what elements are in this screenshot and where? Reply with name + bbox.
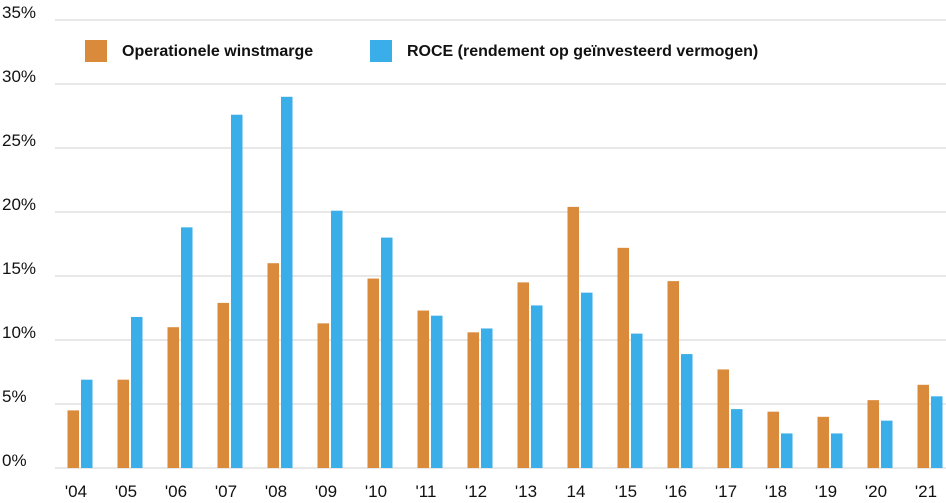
x-tick-label: '16	[665, 482, 687, 501]
x-tick-label: '20	[865, 482, 887, 501]
x-tick-label: '09	[315, 482, 337, 501]
bar	[231, 114, 243, 468]
bar	[817, 416, 829, 468]
bar	[381, 237, 393, 468]
y-tick-label: 30%	[2, 67, 36, 86]
bar	[281, 96, 293, 469]
x-tick-label: '06	[165, 482, 187, 501]
y-tick-label: 20%	[2, 195, 36, 214]
legend-label: ROCE (rendement op geïnvesteerd vermogen…	[407, 43, 758, 60]
bar	[567, 206, 579, 468]
bar	[667, 281, 679, 468]
y-tick-label: 5%	[2, 387, 27, 406]
bar	[367, 278, 379, 468]
bar	[481, 328, 493, 468]
bar	[631, 333, 643, 468]
bar	[717, 369, 729, 468]
x-tick-label: '05	[115, 482, 137, 501]
x-tick-label: '21	[915, 482, 937, 501]
bar	[67, 410, 79, 468]
x-tick-label: '12	[465, 482, 487, 501]
x-tick-label: '04	[65, 482, 87, 501]
legend-swatch	[370, 40, 392, 62]
bar	[167, 327, 179, 468]
bar	[531, 305, 543, 468]
x-tick-label: '13	[515, 482, 537, 501]
bar	[267, 263, 279, 468]
y-tick-label: 25%	[2, 131, 36, 150]
bar	[831, 433, 843, 468]
bar	[517, 282, 529, 468]
bar	[181, 227, 193, 468]
bar	[781, 433, 793, 468]
bar	[617, 247, 629, 468]
bar	[731, 409, 743, 468]
bar	[417, 310, 429, 468]
bar	[881, 420, 893, 468]
bar	[317, 323, 329, 468]
bar	[131, 316, 143, 468]
legend-label: Operationele winstmarge	[122, 43, 313, 60]
y-tick-label: 35%	[2, 3, 36, 22]
x-tick-label: '17	[715, 482, 737, 501]
bar	[917, 384, 929, 468]
y-tick-label: 10%	[2, 323, 36, 342]
bar	[681, 354, 693, 468]
bar	[117, 379, 129, 468]
bar	[331, 210, 343, 468]
x-tick-label: '11	[416, 482, 437, 501]
y-tick-label: 0%	[2, 451, 27, 470]
x-tick-label: 14	[567, 482, 586, 501]
bar	[81, 379, 93, 468]
x-tick-label: '07	[215, 482, 237, 501]
bar	[431, 315, 443, 468]
bar	[217, 302, 229, 468]
bar	[581, 292, 593, 468]
bar	[767, 411, 779, 468]
legend-swatch	[85, 40, 107, 62]
x-tick-label: '18	[765, 482, 787, 501]
x-tick-label: '15	[615, 482, 637, 501]
y-tick-label: 15%	[2, 259, 36, 278]
bar	[931, 396, 943, 468]
bar	[467, 332, 479, 468]
x-tick-label: '08	[265, 482, 287, 501]
x-tick-label: '19	[815, 482, 837, 501]
x-tick-label: '10	[365, 482, 387, 501]
bar	[867, 400, 879, 468]
